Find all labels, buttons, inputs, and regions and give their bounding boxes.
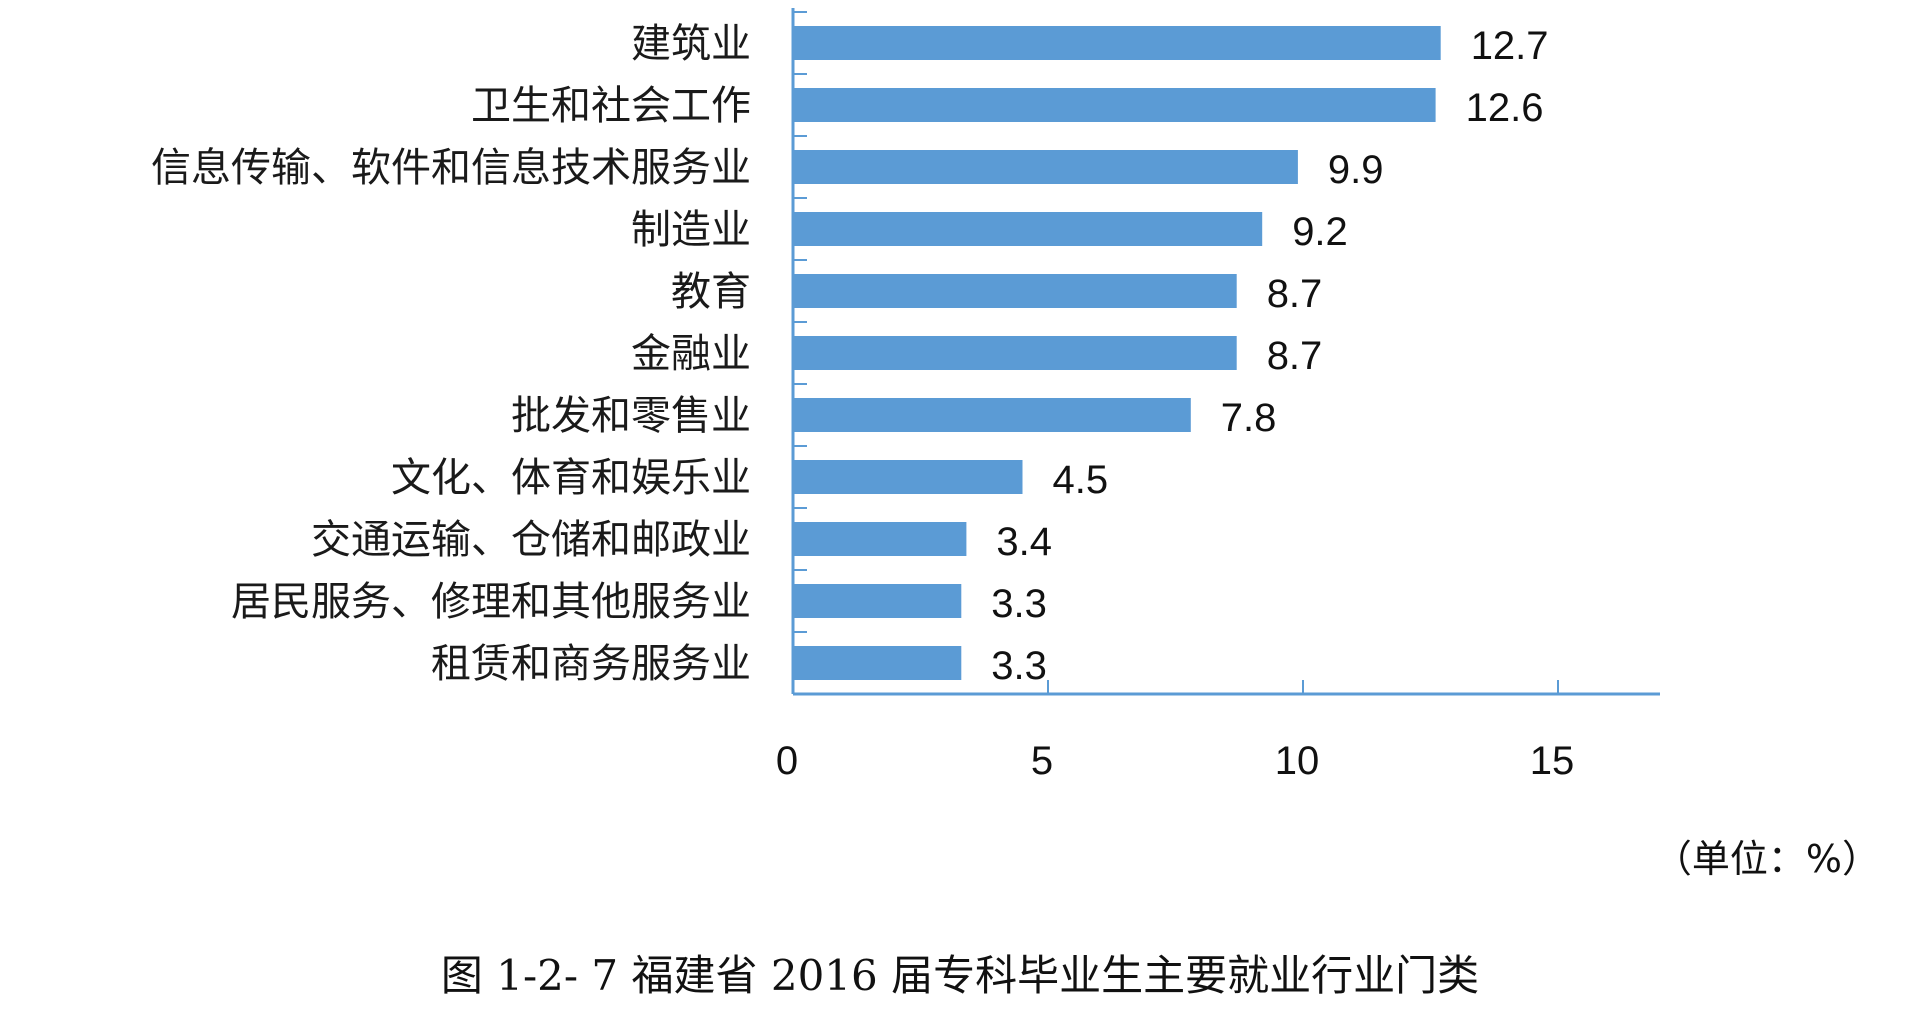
figure-caption: 图 1-2- 7 福建省 2016 届专科毕业生主要就业行业门类: [441, 951, 1479, 1000]
value-label-4: 8.7: [1267, 272, 1323, 316]
value-label-6: 7.8: [1221, 396, 1277, 440]
bar-0: [794, 26, 1441, 60]
category-label-10: 租赁和商务服务业: [431, 641, 751, 687]
value-label-10: 3.3: [991, 644, 1047, 688]
x-tick-label-0: 0: [776, 739, 798, 783]
bar-7: [794, 460, 1023, 494]
bar-5: [794, 336, 1237, 370]
x-tick-label-2: 10: [1275, 739, 1320, 783]
category-label-5: 金融业: [631, 331, 751, 377]
x-tick-label-3: 15: [1530, 739, 1575, 783]
value-label-1: 12.6: [1466, 86, 1544, 130]
category-label-2: 信息传输、软件和信息技术服务业: [151, 145, 751, 191]
value-label-8: 3.4: [996, 520, 1052, 564]
unit-note: （单位：%）: [1654, 837, 1880, 881]
value-label-3: 9.2: [1292, 210, 1348, 254]
bar-2: [794, 150, 1298, 184]
bar-6: [794, 398, 1191, 432]
category-label-3: 制造业: [631, 207, 751, 253]
bar-10: [794, 646, 962, 680]
bars-group: [794, 26, 1441, 680]
bar-4: [794, 274, 1237, 308]
x-tick-label-1: 5: [1031, 739, 1053, 783]
category-label-6: 批发和零售业: [511, 393, 751, 439]
value-label-0: 12.7: [1471, 24, 1549, 68]
value-label-9: 3.3: [991, 582, 1047, 626]
bar-9: [794, 584, 962, 618]
value-label-7: 4.5: [1053, 458, 1109, 502]
value-label-2: 9.9: [1328, 148, 1384, 192]
category-label-0: 建筑业: [631, 21, 751, 67]
category-label-1: 卫生和社会工作: [471, 83, 751, 129]
category-label-4: 教育: [671, 269, 751, 315]
labels-group: 建筑业 12.7 卫生和社会工作 12.6 信息传输、软件和信息技术服务业 9.9 制造业 9…: [151, 21, 1574, 783]
bar-1: [794, 88, 1436, 122]
category-label-8: 交通运输、仓储和邮政业: [311, 517, 751, 563]
value-label-5: 8.7: [1267, 334, 1323, 378]
category-label-9: 居民服务、修理和其他服务业: [231, 579, 751, 625]
bar-8: [794, 522, 967, 556]
bar-3: [794, 212, 1263, 246]
axes-group: [791, 8, 1660, 696]
category-label-7: 文化、体育和娱乐业: [391, 455, 751, 501]
